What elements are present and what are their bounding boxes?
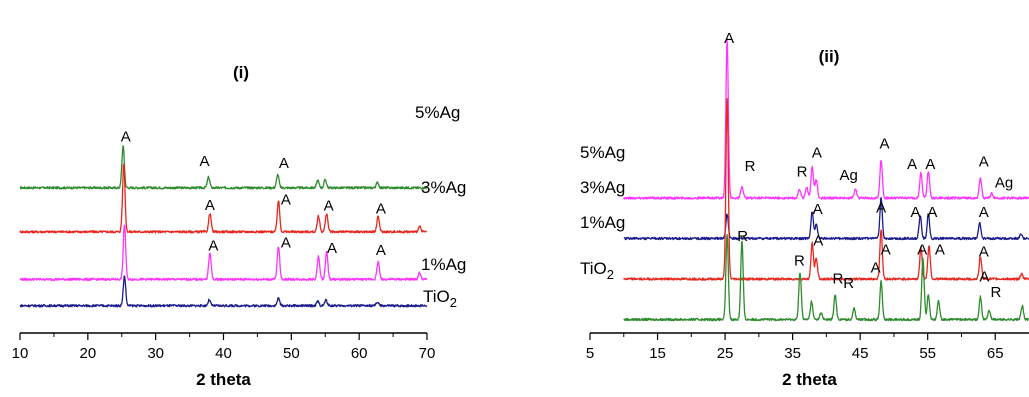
peak-annotation: A: [925, 156, 935, 173]
peak-annotation: R: [843, 275, 854, 292]
peak-annotation: A: [376, 242, 386, 259]
peak-annotation: A: [813, 232, 823, 249]
series-3-ag: A A A A A3%Ag: [580, 178, 1029, 241]
series-line: [19, 163, 428, 234]
peak-annotation: R: [745, 158, 756, 175]
series-label: 1%Ag: [421, 255, 466, 274]
peak-annotation: A: [881, 241, 891, 258]
peak-annotation: A: [324, 198, 334, 215]
series-line: [19, 224, 428, 282]
series-label-subscript: 2: [450, 295, 457, 310]
peak-annotation: A: [813, 201, 823, 218]
series-line: [623, 234, 1029, 322]
series-label-main: TiO: [423, 287, 450, 306]
peak-annotation: A: [376, 200, 386, 217]
peak-annotation: A: [281, 192, 291, 209]
x-tick-label: 15: [649, 345, 666, 362]
peak-annotation: A: [281, 235, 291, 252]
series-label-main: TiO: [580, 259, 607, 278]
series-label-main: 3%Ag: [580, 178, 625, 197]
panel-i: 10 20 30 40 50 60 702 theta(i)AA A5%AgA A A A3%AgA…: [12, 63, 467, 389]
x-tick-label: 25: [717, 345, 734, 362]
peak-annotation: R: [797, 163, 808, 180]
peak-annotation: R: [794, 253, 805, 270]
series-line: [19, 145, 427, 190]
peak-annotation: R: [832, 271, 843, 288]
peak-annotation: Ag: [995, 175, 1013, 192]
series-tio2: TiO2: [19, 275, 457, 310]
x-tick-label: 45: [852, 345, 869, 362]
peak-annotation: A: [917, 241, 927, 258]
x-tick-label: 20: [79, 345, 96, 362]
peak-annotation: Ag: [839, 167, 857, 184]
panel-label: (i): [233, 63, 249, 82]
series-label: 1%Ag: [580, 213, 625, 232]
series-3-ag: A A A A 3%Ag: [19, 163, 466, 234]
peak-annotation: A: [927, 204, 937, 221]
peak-annotation: A: [911, 204, 921, 221]
peak-annotation: A: [327, 240, 337, 257]
panel-label: (ii): [819, 47, 840, 66]
x-axis-label: 2 theta: [196, 370, 251, 389]
peak-annotation: A: [812, 145, 822, 162]
x-tick-label: 60: [351, 345, 368, 362]
peak-annotation: A: [871, 259, 881, 276]
series-1-ag: A A A A 1%Ag: [19, 224, 466, 282]
peak-annotation: A: [199, 153, 209, 170]
x-tick-label: 70: [419, 345, 436, 362]
peak-annotation: A: [935, 241, 945, 258]
series-1-ag: AA A A A1%Ag: [580, 98, 1029, 281]
series-label-subscript: 2: [607, 267, 614, 282]
series-label: TiO2: [580, 259, 614, 282]
series-5-ag: A A A 5%Ag: [19, 103, 460, 190]
x-axis-label: 2 theta: [782, 370, 837, 389]
x-tick-label: 40: [215, 345, 232, 362]
x-tick-label: 10: [12, 345, 29, 362]
peak-annotation: A: [979, 244, 989, 261]
peak-annotation: A: [979, 204, 989, 221]
series-line: [623, 98, 1029, 281]
x-tick-label: 35: [784, 345, 801, 362]
series-label: 5%Ag: [580, 143, 625, 162]
series-label-main: 5%Ag: [415, 103, 460, 122]
series-line: [623, 40, 1029, 200]
series-label: 3%Ag: [580, 178, 625, 197]
peak-annotation: R: [737, 228, 748, 245]
peak-annotation: A: [879, 136, 889, 153]
peak-annotation: A: [979, 268, 989, 285]
peak-annotation: R: [990, 284, 1001, 301]
peak-annotation: A: [205, 197, 215, 214]
series-label: 5%Ag: [415, 103, 460, 122]
peak-annotation: A: [279, 155, 289, 172]
peak-annotation: A: [208, 238, 218, 255]
peak-annotation: A: [979, 154, 989, 171]
x-tick-label: 5: [586, 345, 594, 362]
series-line: [19, 275, 428, 308]
peak-annotation: A: [907, 156, 917, 173]
peak-annotation: A: [121, 129, 131, 146]
x-tick-label: 30: [147, 345, 164, 362]
x-tick-label: 65: [987, 345, 1004, 362]
peak-annotation: A: [724, 30, 734, 47]
series-line: [623, 196, 1029, 241]
x-tick-label: 50: [283, 345, 300, 362]
series-label: TiO2: [423, 287, 457, 310]
peak-annotation: A: [876, 199, 886, 216]
series-label-main: 5%Ag: [580, 143, 625, 162]
series-label-main: 1%Ag: [421, 255, 466, 274]
series-label: 3%Ag: [421, 178, 466, 197]
series-label-main: 1%Ag: [580, 213, 625, 232]
x-tick-label: 55: [919, 345, 936, 362]
series-label-main: 3%Ag: [421, 178, 466, 197]
